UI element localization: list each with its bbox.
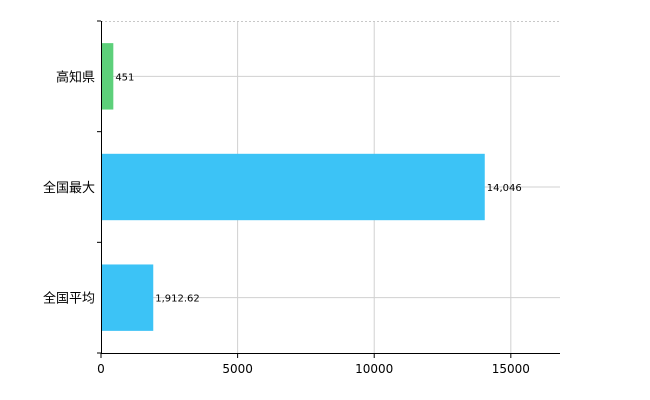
category-label-2: 全国平均 [43, 291, 95, 307]
x-tick-label-1: 5000 [222, 362, 253, 376]
x-tick-label-3: 15000 [492, 362, 530, 376]
bar-2 [101, 264, 154, 331]
bar-0 [101, 43, 114, 110]
bars [101, 43, 485, 331]
x-tick-label-2: 10000 [355, 362, 393, 376]
category-label-0: 高知県 [56, 69, 95, 85]
data-label-1: 14,046 [487, 183, 522, 194]
data-label-0: 451 [115, 72, 134, 83]
x-tick-label-0: 0 [97, 362, 105, 376]
data-label-2: 1,912.62 [155, 294, 200, 305]
axes [97, 20, 560, 358]
bar-1 [101, 153, 485, 221]
category-label-1: 全国最大 [43, 180, 95, 196]
